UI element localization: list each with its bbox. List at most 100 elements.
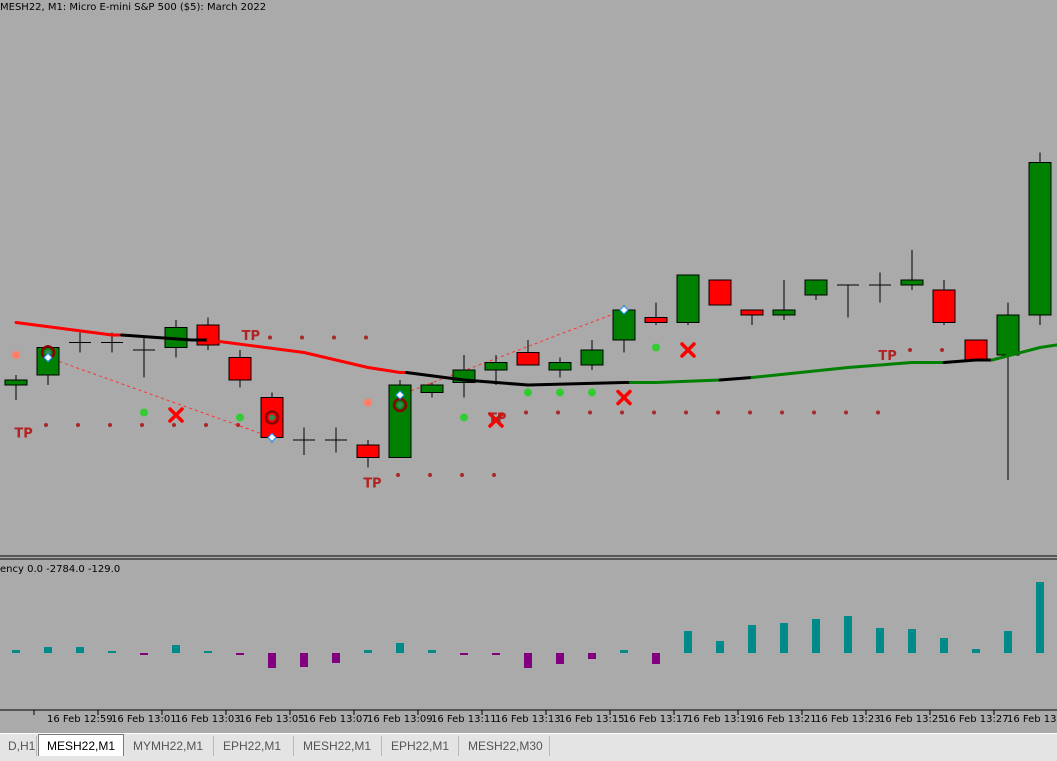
histogram-bar	[44, 647, 52, 653]
time-tick-label: 16 Feb 13:21	[751, 714, 817, 725]
chart-tab-1[interactable]: MESH22,M1	[38, 734, 124, 756]
cross-stroke	[616, 389, 632, 406]
tp-label: TP	[878, 349, 896, 364]
histogram-bar	[492, 653, 500, 655]
tp-dot	[908, 348, 912, 352]
tp-dot	[332, 335, 336, 340]
buy-signal-dot	[140, 408, 148, 417]
candle-10	[325, 427, 347, 453]
sell-signal-dot	[12, 351, 20, 359]
sell-signal-dot	[364, 398, 372, 407]
tp-dot	[556, 410, 560, 415]
bull-candle-body	[580, 349, 604, 366]
exit-cross-icon	[616, 389, 632, 406]
tp-label: TP	[242, 329, 260, 344]
candle-28	[900, 250, 924, 290]
tp-dot	[588, 410, 592, 415]
moving-average-segment	[846, 361, 914, 369]
tp-dot	[620, 410, 624, 415]
histogram-bar	[300, 653, 308, 667]
candle-26	[837, 284, 859, 318]
tp-dot	[364, 335, 368, 340]
bear-candle-body	[356, 444, 380, 458]
moving-average-segment	[206, 338, 306, 354]
indicator-pane[interactable]	[12, 582, 1044, 668]
bull-candle-body	[4, 379, 28, 386]
chart-tab-3[interactable]: EPH22,M1	[215, 736, 294, 756]
time-tick-label: 16 Feb 13:11	[431, 714, 497, 725]
time-tick-label: 16 Feb 13:13	[495, 714, 561, 725]
tp-dot	[172, 423, 176, 427]
chart-canvas[interactable]: MESH22, M1: Micro E-mini S&P 500 ($5): M…	[0, 0, 1057, 733]
chart-tab-5[interactable]: EPH22,M1	[383, 736, 459, 756]
histogram-bar	[716, 641, 724, 653]
histogram-bar	[428, 650, 436, 653]
tp-dot	[812, 410, 816, 415]
time-tick-label: 16 Feb 13:01	[111, 714, 177, 725]
chart-tab-2[interactable]: MYMH22,M1	[125, 736, 214, 756]
cross-stroke	[680, 342, 696, 358]
tp-dot	[428, 473, 432, 477]
tp-dot	[876, 410, 880, 415]
moving-average-segment	[404, 371, 466, 382]
histogram-bar	[844, 616, 852, 653]
candle-2	[69, 332, 91, 353]
moving-average-segment	[750, 366, 850, 379]
bull-candle-body	[676, 274, 700, 323]
tp-dot	[684, 410, 688, 415]
time-tick-label: 16 Feb 13:15	[559, 714, 625, 725]
moving-average-segment	[120, 333, 194, 342]
moving-average-segment	[526, 381, 626, 387]
histogram-bar	[972, 649, 980, 653]
candle-32	[1028, 152, 1052, 325]
trendline	[47, 357, 273, 438]
candle-22	[708, 279, 732, 306]
histogram-bar	[524, 653, 532, 668]
reversal-ring	[264, 410, 280, 425]
histogram-bar	[1036, 582, 1044, 653]
candle-20	[644, 302, 668, 325]
histogram-bar	[812, 619, 820, 653]
histogram-bar	[332, 653, 340, 663]
candle-4	[133, 337, 155, 378]
reversal-core	[269, 414, 275, 421]
tp-dot	[300, 335, 304, 340]
histogram-bar	[108, 651, 116, 653]
bull-candle-body	[484, 362, 508, 371]
chart-tab-6[interactable]: MESH22,M30	[460, 736, 550, 756]
chart-tabs: D,H1 MESH22,M1 MYMH22,M1 EPH22,M1 MESH22,M1 E…	[0, 733, 1057, 761]
tp-dot	[76, 423, 80, 427]
bull-candle-body	[772, 309, 796, 316]
tp-dot	[44, 423, 48, 427]
time-tick-label: 16 Feb 13:03	[175, 714, 241, 725]
chart-tab-4[interactable]: MESH22,M1	[295, 736, 382, 756]
chart-title: MESH22, M1: Micro E-mini S&P 500 ($5): M…	[0, 2, 266, 13]
tp-label: TP	[488, 412, 506, 427]
bull-candle-body	[804, 279, 828, 296]
cross-stroke	[488, 412, 504, 428]
buy-signal-dot	[588, 388, 596, 397]
reversal-core	[45, 349, 51, 356]
chart-tab-0[interactable]: D,H1	[0, 736, 37, 756]
chart-background	[0, 0, 1057, 733]
reversal-core	[397, 402, 403, 408]
candle-24	[772, 280, 796, 320]
histogram-bar	[364, 650, 372, 653]
bear-candle-body	[644, 317, 668, 323]
bull-candle-body	[1028, 162, 1052, 316]
histogram-bar	[780, 623, 788, 653]
candle-30	[964, 339, 988, 361]
entry-diamond-icon	[395, 390, 405, 400]
time-tick-label: 16 Feb 13:25	[879, 714, 945, 725]
bull-candle-body	[996, 314, 1020, 356]
tp-dot	[524, 410, 528, 415]
moving-average-segment	[462, 378, 530, 387]
reversal-marker	[264, 410, 280, 425]
price-pane[interactable]: TP TP TP TP TP	[4, 152, 1057, 492]
tp-dot	[492, 473, 496, 477]
histogram-bar	[876, 628, 884, 653]
candle-0	[4, 375, 28, 400]
histogram-bar	[76, 647, 84, 653]
histogram-bar	[268, 653, 276, 668]
